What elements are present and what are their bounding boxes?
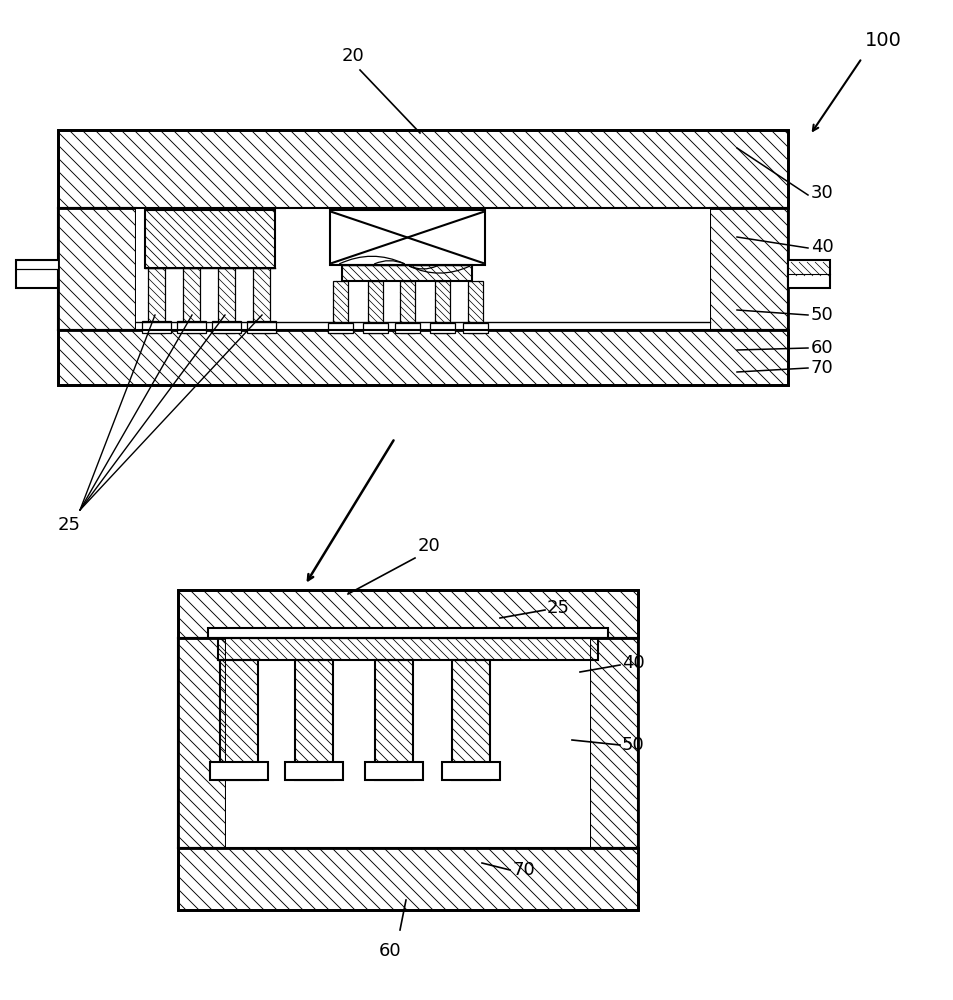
Text: 20: 20 — [341, 47, 364, 65]
Bar — [58, 330, 787, 385]
Bar — [16, 260, 58, 288]
Bar — [709, 208, 787, 330]
Bar — [468, 281, 482, 333]
Bar — [145, 210, 274, 268]
Bar — [341, 265, 472, 281]
Bar — [294, 660, 333, 780]
Bar — [589, 638, 638, 848]
Text: 40: 40 — [621, 654, 644, 672]
Bar — [16, 260, 58, 269]
Text: 50: 50 — [810, 306, 833, 324]
Text: 70: 70 — [810, 359, 833, 377]
Bar — [285, 762, 343, 780]
Text: 60: 60 — [810, 339, 833, 357]
Bar — [368, 281, 382, 333]
Text: 50: 50 — [621, 736, 644, 754]
Text: 25: 25 — [546, 599, 569, 617]
Bar — [462, 323, 488, 333]
Text: 20: 20 — [417, 537, 440, 555]
Text: 40: 40 — [810, 238, 833, 256]
Bar — [218, 638, 598, 660]
Bar — [330, 210, 484, 265]
Bar — [363, 323, 388, 333]
Bar — [183, 268, 200, 333]
Bar — [787, 260, 829, 288]
Bar — [452, 660, 490, 780]
Bar — [226, 638, 589, 848]
Bar — [253, 268, 270, 333]
Bar — [247, 321, 275, 333]
Bar — [441, 762, 499, 780]
Text: 25: 25 — [58, 516, 81, 534]
Bar — [178, 848, 638, 910]
Bar — [212, 321, 241, 333]
Text: 60: 60 — [378, 942, 401, 960]
Bar — [178, 590, 638, 638]
Text: 30: 30 — [810, 184, 833, 202]
Bar — [375, 660, 413, 780]
Text: 100: 100 — [864, 31, 901, 50]
Bar — [58, 130, 787, 208]
Bar — [333, 281, 348, 333]
Bar — [178, 590, 638, 910]
Bar — [435, 281, 450, 333]
Bar — [208, 628, 607, 638]
Bar — [58, 130, 787, 385]
Bar — [178, 638, 226, 848]
Bar — [399, 281, 415, 333]
Bar — [220, 660, 257, 780]
Bar — [328, 323, 353, 333]
Bar — [136, 208, 709, 330]
Bar — [365, 762, 422, 780]
Bar — [58, 208, 136, 330]
Bar — [177, 321, 206, 333]
Text: 70: 70 — [512, 861, 535, 879]
Bar — [142, 321, 171, 333]
Bar — [218, 268, 234, 333]
Bar — [430, 323, 455, 333]
Bar — [395, 323, 419, 333]
Bar — [148, 268, 165, 333]
Bar — [210, 762, 268, 780]
